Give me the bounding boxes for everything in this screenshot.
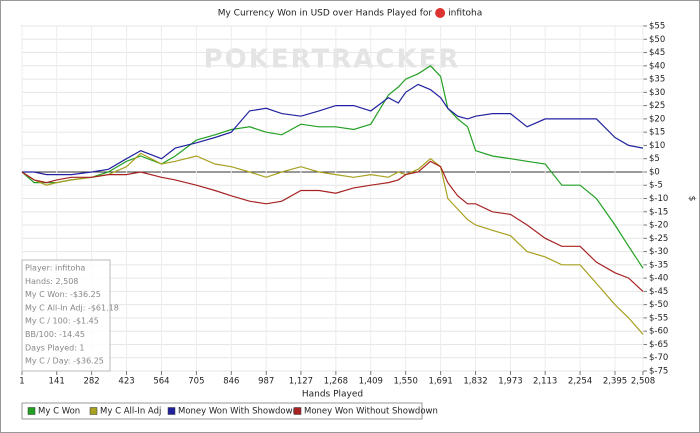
y-tick-label: $20 bbox=[649, 114, 665, 124]
y-tick-label: $-15 bbox=[649, 207, 668, 217]
legend-label: My C Won bbox=[38, 407, 80, 417]
watermark: POKERTRACKER bbox=[204, 45, 461, 75]
x-tick-label: 1,268 bbox=[324, 377, 348, 387]
y-tick-label: $-45 bbox=[649, 287, 668, 297]
series-line bbox=[22, 83, 644, 176]
y-tick-label: $0 bbox=[649, 167, 660, 177]
legend-swatch bbox=[167, 407, 176, 415]
x-tick-label: 2,254 bbox=[568, 377, 592, 387]
x-tick-label: 2,508 bbox=[631, 377, 655, 387]
info-line: My C / Day: -$36.25 bbox=[25, 357, 104, 366]
y-tick-label: $-30 bbox=[649, 247, 668, 257]
legend-label: My C All-In Adj bbox=[100, 407, 161, 417]
info-line: My C / 100: -$1.45 bbox=[25, 317, 99, 326]
legend-swatch bbox=[293, 407, 302, 415]
y-tick-label: $5 bbox=[649, 154, 660, 164]
y-tick-label: $-60 bbox=[649, 327, 668, 337]
x-tick-label: 1 bbox=[19, 377, 24, 387]
y-tick-label: $-65 bbox=[649, 340, 668, 350]
x-tick-label: 1,691 bbox=[428, 377, 452, 387]
x-tick-label: 1,409 bbox=[359, 377, 383, 387]
y-tick-label: $-70 bbox=[649, 353, 668, 363]
y-tick-label: $45 bbox=[649, 48, 665, 58]
y-tick-label: $-25 bbox=[649, 234, 668, 244]
x-tick-label: 1,973 bbox=[498, 377, 522, 387]
x-tick-label: 846 bbox=[223, 377, 239, 387]
info-line: Days Played: 1 bbox=[25, 343, 85, 352]
x-tick-label: 705 bbox=[188, 377, 204, 387]
x-tick-label: 1,127 bbox=[289, 377, 313, 387]
y-tick-label: $15 bbox=[649, 128, 665, 138]
legend-swatch bbox=[89, 407, 98, 415]
y-tick-label: $-35 bbox=[649, 260, 668, 270]
y-tick-label: $-50 bbox=[649, 300, 668, 310]
title-icon bbox=[435, 8, 446, 18]
x-tick-label: 282 bbox=[83, 377, 99, 387]
y-tick-label: $30 bbox=[649, 88, 665, 98]
info-line: My C All-In Adj: -$61.18 bbox=[25, 303, 119, 312]
y-tick-label: $-20 bbox=[649, 221, 668, 231]
x-tick-label: 2,395 bbox=[603, 377, 627, 387]
x-tick-label: 141 bbox=[49, 377, 65, 387]
info-line: My C Won: -$36.25 bbox=[25, 290, 101, 299]
legend-swatch bbox=[27, 407, 36, 415]
x-tick-label: 2,113 bbox=[533, 377, 557, 387]
series-line bbox=[21, 152, 644, 335]
x-axis-label: Hands Played bbox=[302, 390, 363, 400]
legend-label: Money Won With Showdown bbox=[178, 407, 298, 417]
x-tick-label: 987 bbox=[258, 377, 274, 387]
x-tick-label: 1,550 bbox=[394, 377, 418, 387]
x-tick-label: 423 bbox=[118, 377, 134, 387]
y-tick-label: $-55 bbox=[649, 313, 668, 323]
y-tick-label: $-10 bbox=[649, 194, 668, 204]
legend-label: Money Won Without Showdown bbox=[304, 407, 438, 417]
y-tick-label: $-75 bbox=[649, 367, 668, 377]
chart-title: My Currency Won in USD over Hands Played… bbox=[218, 9, 433, 19]
chart-title-player: infitoha bbox=[448, 9, 482, 19]
y-tick-label: $25 bbox=[649, 101, 665, 111]
y-tick-label: $50 bbox=[649, 35, 665, 45]
info-line: Hands: 2,508 bbox=[25, 277, 78, 286]
y-axis-label: $ bbox=[687, 196, 697, 202]
y-tick-label: $-5 bbox=[649, 181, 663, 191]
y-tick-label: $-40 bbox=[649, 274, 668, 284]
series-line bbox=[21, 65, 644, 269]
y-tick-label: $10 bbox=[649, 141, 665, 151]
y-tick-label: $40 bbox=[649, 61, 665, 71]
y-tick-label: $55 bbox=[649, 22, 665, 32]
info-box bbox=[21, 259, 111, 372]
y-tick-label: $35 bbox=[649, 75, 665, 85]
info-line: Player: infitoha bbox=[25, 264, 85, 273]
x-tick-label: 564 bbox=[153, 377, 169, 387]
legend-box bbox=[21, 402, 423, 420]
x-tick-label: 1,832 bbox=[463, 377, 487, 387]
series-line bbox=[21, 160, 644, 292]
info-line: BB/100: -14.45 bbox=[25, 330, 85, 339]
